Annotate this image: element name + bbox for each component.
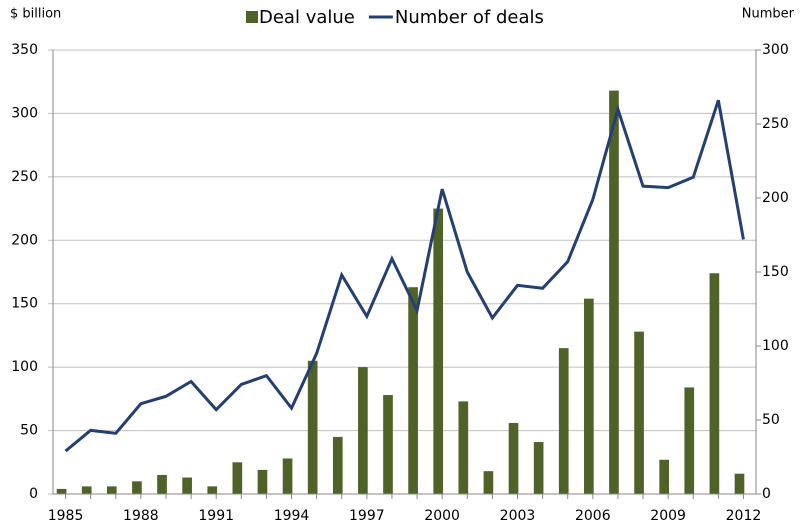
bar — [332, 436, 343, 494]
y-tick-label: 250 — [11, 169, 38, 185]
bar — [358, 367, 368, 494]
x-tick-label: 1985 — [48, 508, 84, 524]
y-tick-label: 300 — [11, 105, 38, 121]
y2-tick-label: 250 — [762, 116, 789, 132]
bar — [709, 273, 720, 494]
x-tick-label: 2006 — [575, 508, 611, 524]
x-tick-label: 2003 — [500, 508, 536, 524]
y2-tick-label: 300 — [762, 42, 789, 58]
x-tick-label: 1997 — [349, 508, 385, 524]
x-tick-label: 2012 — [726, 508, 762, 524]
bar — [257, 469, 268, 494]
y2-tick-label: 200 — [762, 190, 789, 206]
y2-tick-label: 0 — [762, 486, 771, 502]
bar — [106, 486, 117, 494]
bar — [383, 395, 393, 494]
bar — [232, 462, 243, 494]
bar — [207, 486, 218, 494]
x-tick-label: 2009 — [650, 508, 686, 524]
y-tick-label: 100 — [11, 359, 38, 375]
y-axis-label: $ billion — [10, 7, 61, 22]
legend-swatch — [246, 11, 258, 23]
y2-tick-label: 100 — [762, 338, 789, 354]
x-tick-label: 1994 — [274, 508, 310, 524]
bar — [684, 387, 695, 494]
bar — [132, 481, 142, 494]
bar — [56, 488, 67, 494]
bar — [182, 477, 192, 494]
x-tick-label: 2000 — [424, 508, 460, 524]
y-tick-label: 200 — [11, 232, 38, 248]
y2-tick-label: 150 — [762, 264, 789, 280]
y-tick-label: 50 — [20, 423, 38, 439]
bar — [282, 458, 293, 494]
bar — [558, 348, 569, 494]
bar — [609, 90, 619, 494]
bar — [157, 474, 167, 494]
legend-label: Number of deals — [395, 7, 544, 28]
y2-axis-label: Number — [742, 7, 795, 22]
bar — [734, 473, 745, 494]
bar — [659, 459, 670, 494]
y-tick-label: 150 — [11, 296, 38, 312]
bar — [508, 422, 519, 494]
bar — [483, 471, 494, 494]
line — [64, 99, 745, 453]
bar — [433, 208, 444, 495]
bar — [81, 486, 92, 494]
bar — [584, 298, 594, 494]
bar — [408, 287, 418, 494]
legend-label: Deal value — [259, 7, 355, 28]
y2-tick-label: 50 — [762, 412, 780, 428]
bar — [307, 360, 318, 494]
x-tick-label: 1991 — [198, 508, 234, 524]
y-tick-label: 350 — [11, 42, 38, 58]
x-tick-label: 1988 — [123, 508, 159, 524]
y-tick-label: 0 — [29, 486, 38, 502]
bar — [458, 401, 469, 494]
bar — [533, 441, 544, 494]
bar — [634, 331, 644, 494]
